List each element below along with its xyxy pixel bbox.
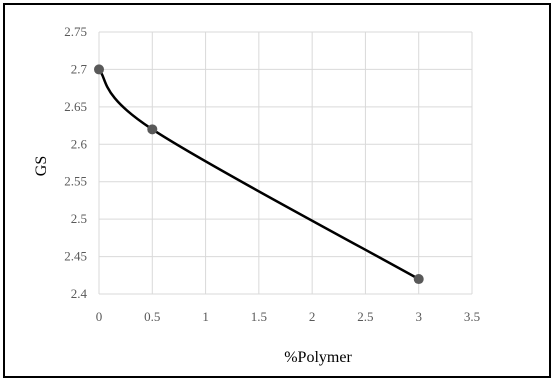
x-tick-label: 3: [415, 309, 422, 324]
y-tick-label: 2.5: [71, 211, 87, 226]
x-tick-label: 2: [309, 309, 316, 324]
data-points: [94, 64, 424, 285]
gridlines: [98, 31, 473, 295]
x-tick-labels: 0 0.5 1 1.5 2 2.5 3 3.5: [96, 309, 480, 324]
y-tick-label: 2.55: [64, 174, 87, 189]
chart-frame: [3, 3, 551, 378]
series-line: [98, 68, 420, 281]
y-tick-label: 2.65: [64, 99, 87, 114]
x-tick-label: 0.5: [144, 309, 160, 324]
data-point: [413, 274, 424, 285]
y-tick-labels: 2.4 2.45 2.5 2.55 2.6 2.65 2.7 2.75: [64, 24, 87, 301]
x-tick-label: 3.5: [464, 309, 480, 324]
x-tick-label: 2.5: [357, 309, 373, 324]
x-tick-label: 0: [96, 309, 103, 324]
data-point: [147, 124, 158, 135]
y-tick-label: 2.75: [64, 24, 87, 39]
y-tick-label: 2.45: [64, 249, 87, 264]
y-tick-label: 2.7: [71, 61, 88, 76]
x-axis-title: %Polymer: [284, 349, 352, 366]
y-tick-label: 2.4: [71, 286, 88, 301]
x-tick-label: 1.5: [251, 309, 267, 324]
y-axis-title: GS: [33, 156, 50, 176]
data-point: [94, 64, 104, 75]
y-tick-label: 2.6: [71, 136, 88, 151]
x-tick-label: 1: [202, 309, 209, 324]
